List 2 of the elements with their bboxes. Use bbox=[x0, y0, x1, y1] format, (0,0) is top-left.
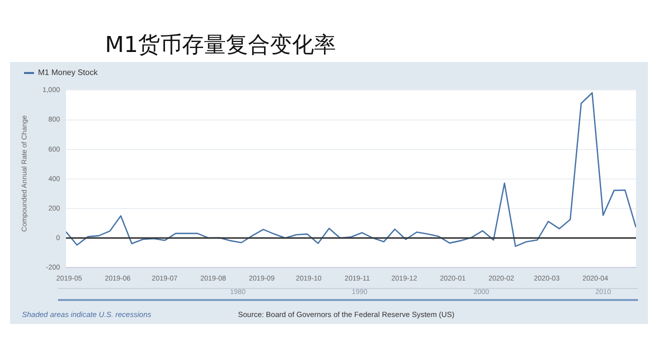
legend-label: M1 Money Stock bbox=[38, 68, 98, 77]
chart-title: M1货币存量复合变化率 bbox=[105, 32, 336, 60]
